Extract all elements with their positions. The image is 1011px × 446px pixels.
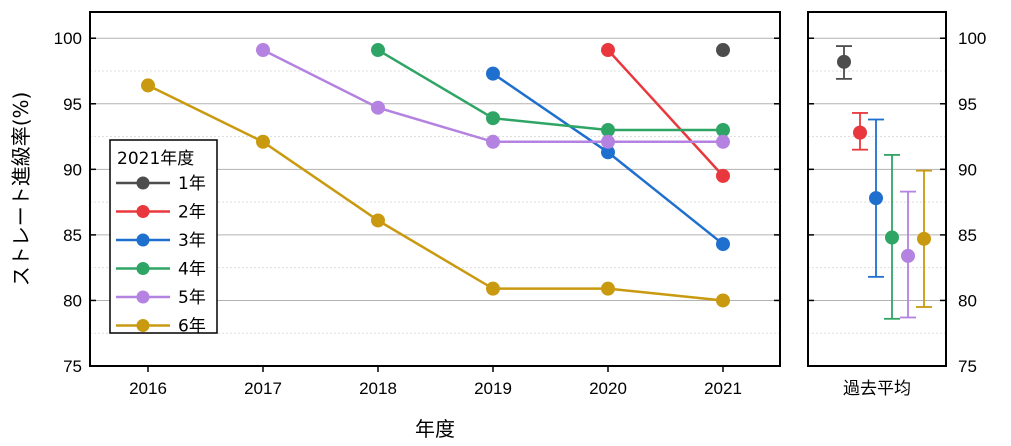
data-point — [601, 145, 615, 160]
legend-label: 2年 — [178, 203, 206, 223]
x-tick-label: 2018 — [359, 379, 397, 398]
legend-box — [109, 139, 218, 334]
data-point — [601, 123, 615, 137]
x-axis-title: 年度 — [415, 417, 455, 441]
x-tick-label: 2019 — [474, 379, 512, 398]
data-point — [486, 134, 500, 149]
legend-label: 6年 — [178, 317, 206, 337]
side-y-tick-label: 100 — [958, 29, 986, 48]
legend-label: 5年 — [178, 288, 206, 308]
y-axis-title: ストレート進級率(%) — [9, 92, 33, 287]
y-tick-label: 100 — [54, 29, 82, 48]
data-point — [141, 78, 155, 93]
side-y-tick-label: 75 — [958, 357, 977, 376]
legend-marker — [136, 176, 150, 190]
mean-point — [901, 248, 915, 263]
series-line-5 — [262, 48, 723, 144]
y-tick-label: 90 — [63, 160, 82, 179]
data-point — [371, 43, 385, 58]
side-grid — [808, 37, 946, 334]
legend-marker — [136, 233, 150, 247]
legend-marker — [136, 262, 150, 275]
main-series — [141, 43, 730, 308]
main-plot-frame — [89, 11, 781, 367]
data-point — [486, 111, 500, 126]
side-x-axis-title: 過去平均 — [843, 379, 911, 398]
mean-point — [917, 231, 931, 246]
side-plot-frame — [807, 11, 947, 367]
data-point — [716, 43, 730, 58]
legend: 2021年度 1年 2年 3年 4年 5年 6年 — [109, 139, 218, 337]
x-tick-label: 2021 — [704, 379, 742, 398]
main-axes: 75 80 85 90 95 100 2016 2017 2018 2019 2020 2021 — [54, 29, 780, 398]
data-point — [716, 237, 730, 252]
legend-title: 2021年度 — [117, 149, 194, 169]
data-point — [256, 134, 270, 149]
data-point — [371, 100, 385, 115]
data-point — [256, 43, 270, 58]
data-point — [486, 66, 500, 81]
side-points — [836, 45, 932, 320]
data-point — [716, 293, 730, 308]
side-y-tick-label: 80 — [958, 291, 977, 310]
series-line-2 — [607, 49, 724, 177]
mean-point — [885, 230, 899, 245]
data-point — [486, 281, 500, 296]
x-tick-label: 2020 — [589, 379, 627, 398]
mean-point — [837, 54, 851, 69]
legend-marker — [136, 319, 150, 332]
data-point — [601, 134, 615, 149]
data-point — [716, 123, 730, 137]
legend-entries: 1年 2年 3年 4年 5年 6年 — [116, 174, 206, 337]
side-axes: 75 80 85 90 95 100 — [808, 29, 986, 376]
side-y-tick-label: 85 — [958, 226, 977, 245]
data-point — [716, 134, 730, 149]
legend-marker — [136, 290, 150, 304]
data-point — [716, 168, 730, 183]
data-point — [601, 281, 615, 296]
y-tick-label: 75 — [63, 357, 82, 376]
data-point — [371, 213, 385, 228]
side-y-tick-label: 90 — [958, 160, 977, 179]
mean-point — [853, 125, 867, 140]
side-y-tick-label: 95 — [958, 95, 977, 114]
series-line-4 — [377, 48, 723, 132]
y-tick-label: 95 — [63, 95, 82, 114]
mean-point — [869, 191, 883, 206]
x-tick-label: 2017 — [244, 379, 282, 398]
data-point — [601, 43, 615, 58]
legend-label: 3年 — [178, 231, 206, 251]
legend-marker — [136, 205, 150, 218]
y-tick-label: 80 — [63, 291, 82, 310]
y-tick-label: 85 — [63, 226, 82, 245]
legend-label: 4年 — [178, 260, 206, 280]
legend-label: 1年 — [178, 174, 206, 194]
series-line-6 — [147, 84, 724, 302]
x-tick-label: 2016 — [129, 379, 167, 398]
